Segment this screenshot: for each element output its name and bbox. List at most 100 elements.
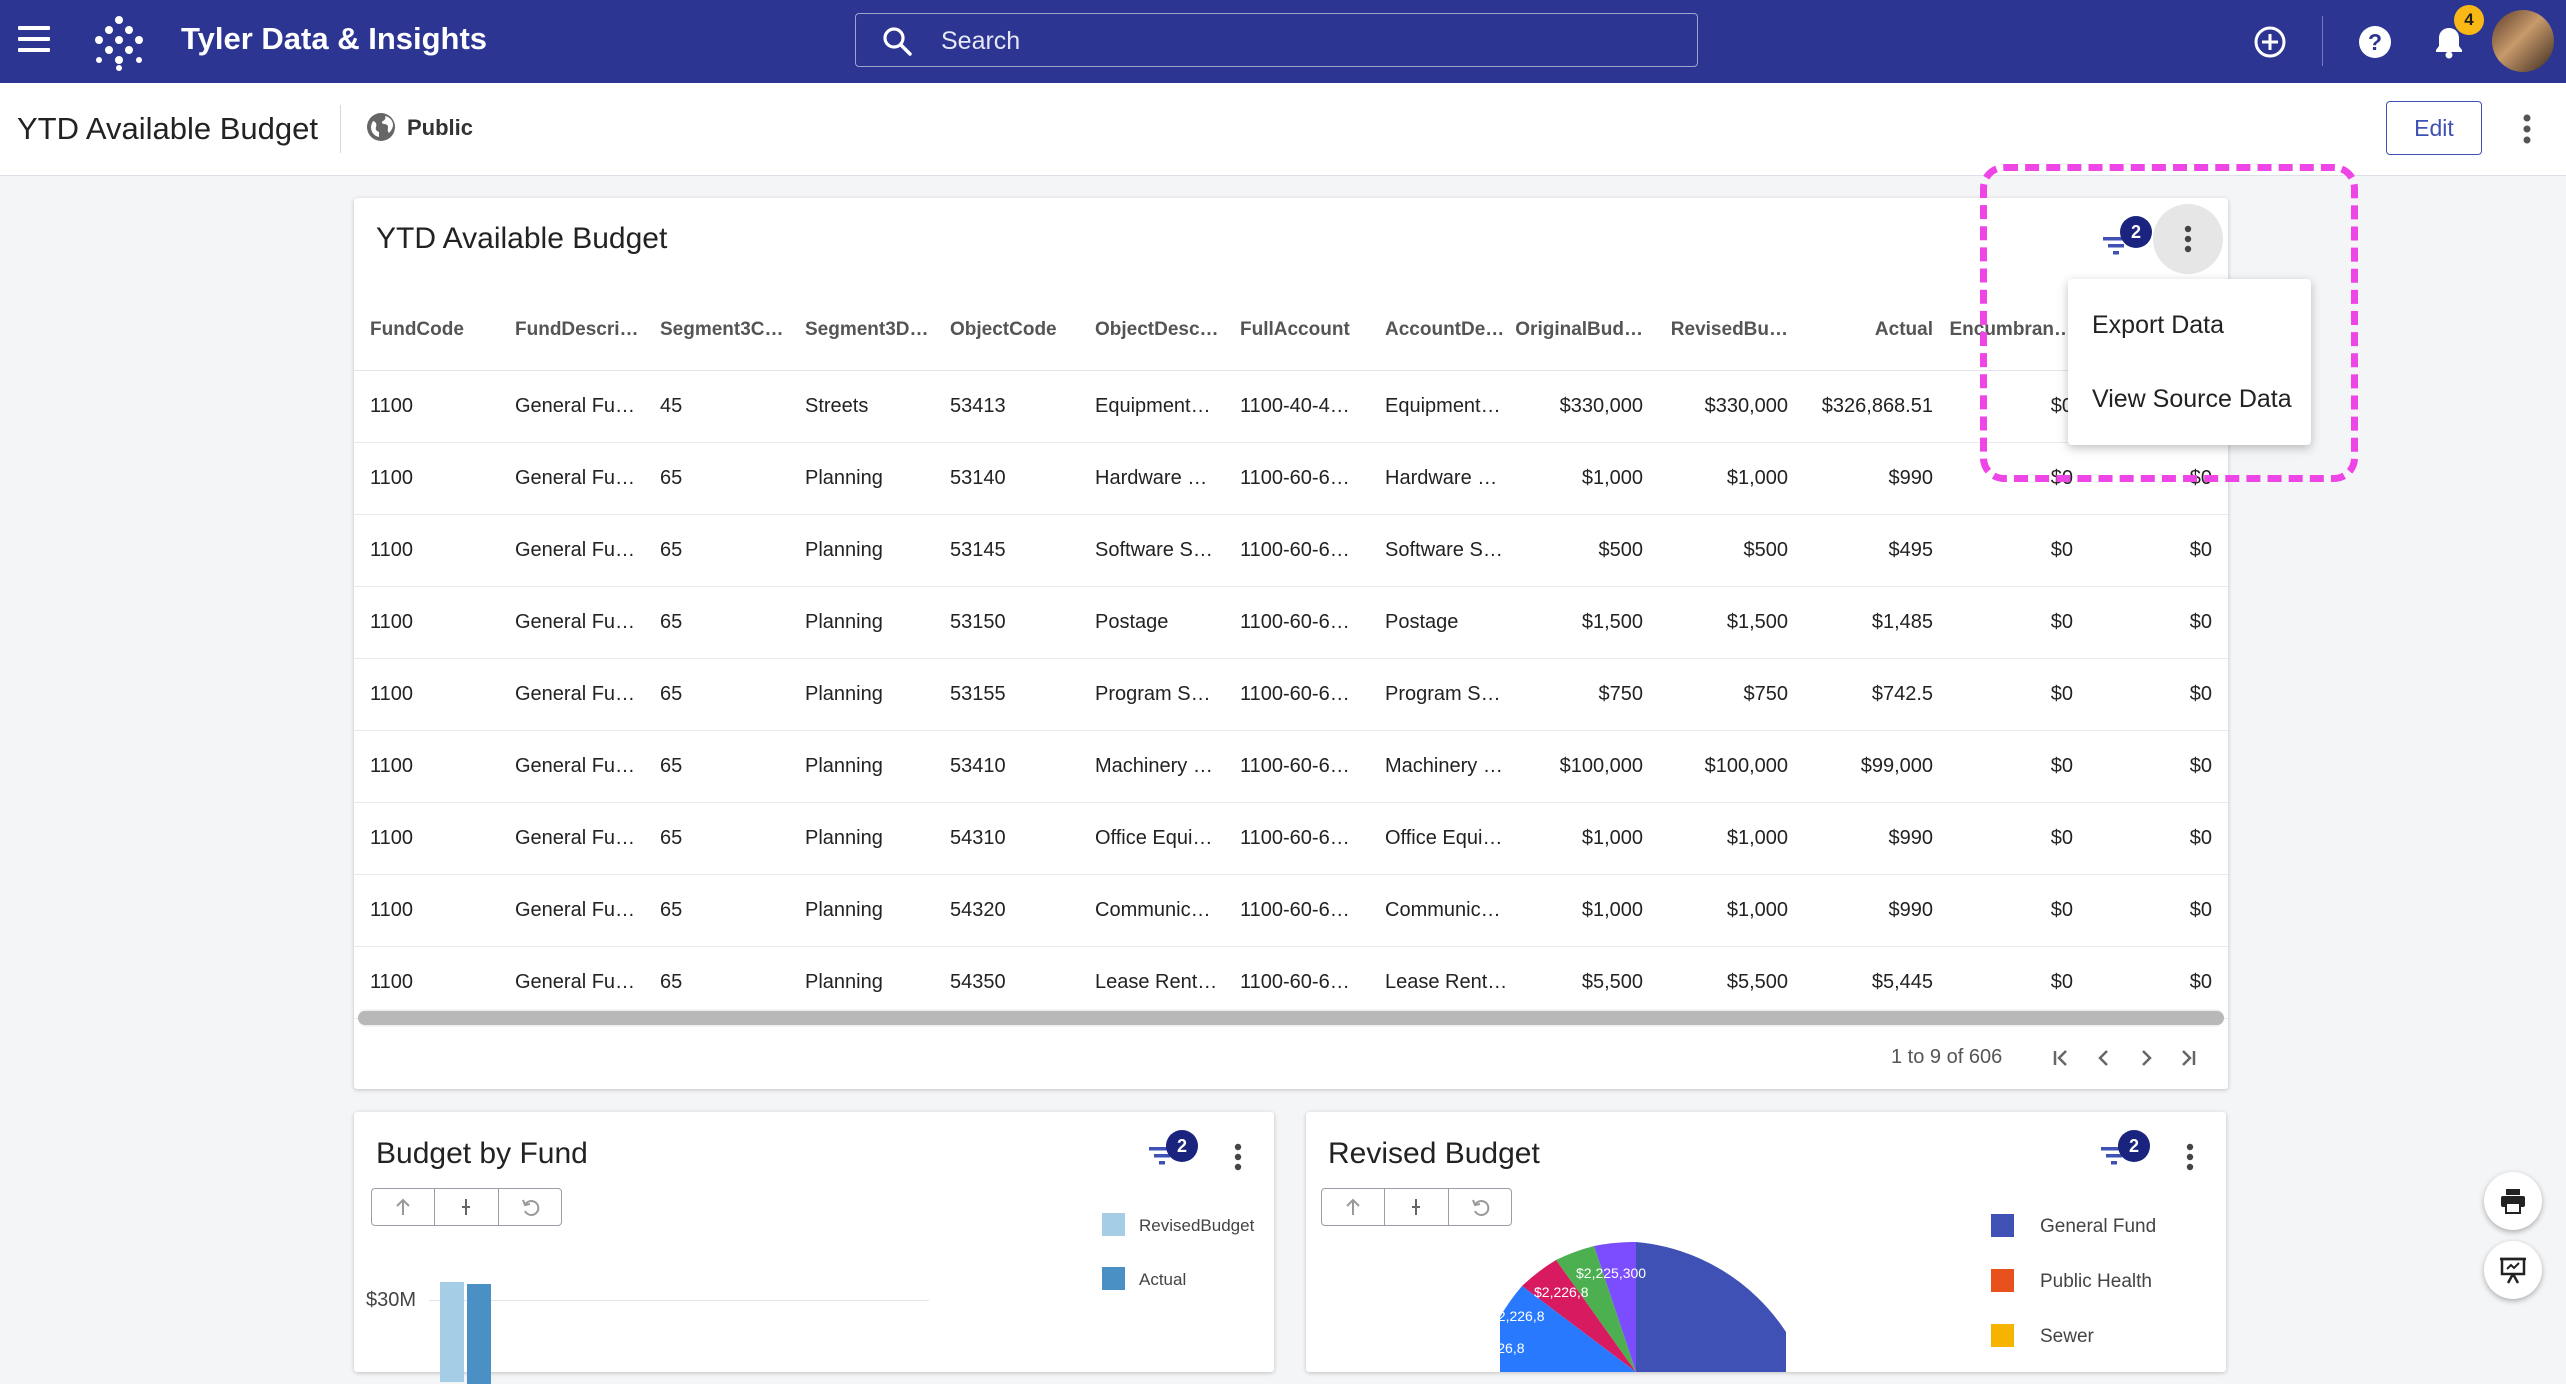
presentation-button[interactable] xyxy=(2484,1241,2542,1299)
table-cell: $1,500 xyxy=(1659,586,1804,659)
previous-page-icon[interactable] xyxy=(2090,1044,2118,1072)
table-cell: 54320 xyxy=(934,874,1079,947)
table-cell: 1100-60-6… xyxy=(1224,946,1369,1019)
pie-slice[interactable] xyxy=(1522,1260,1636,1372)
scrollbar-thumb[interactable] xyxy=(358,1011,2224,1025)
search-box[interactable]: Search xyxy=(855,13,1698,67)
visibility-label: Public xyxy=(407,115,474,140)
column-header[interactable]: RevisedBu… xyxy=(1659,290,1804,371)
undo-icon xyxy=(1471,1199,1490,1216)
table-cell: General Fu… xyxy=(499,802,644,875)
table-row[interactable]: 1100 General Fu… 45 Streets 53413 Equipment… 1… xyxy=(354,370,2228,443)
reset-button[interactable] xyxy=(499,1189,561,1225)
reset-button[interactable] xyxy=(1449,1189,1511,1225)
column-header[interactable]: Segment3D… xyxy=(789,290,934,371)
column-header[interactable]: ObjectDesc… xyxy=(1079,290,1224,371)
table-cell: 65 xyxy=(644,514,789,587)
drill-icon xyxy=(1412,1199,1421,1215)
table-cell: 53413 xyxy=(934,370,1079,443)
table-row[interactable]: 1100 General Fu… 65 Planning 53155 Program S…… xyxy=(354,658,2228,731)
menu-icon[interactable] xyxy=(18,26,50,56)
table-cell: $750 xyxy=(1514,658,1659,731)
table-cell: $0 xyxy=(1949,370,2089,443)
table-cell: $330,000 xyxy=(1514,370,1659,443)
drill-up-button[interactable] xyxy=(372,1189,436,1225)
table-cell: 53150 xyxy=(934,586,1079,659)
pie-slice[interactable] xyxy=(1594,1242,1636,1372)
table-row[interactable]: 1100 General Fu… 65 Planning 54320 Communic… 1… xyxy=(354,874,2228,947)
table-cell: $1,000 xyxy=(1514,874,1659,947)
globe-icon xyxy=(367,113,395,141)
pie-slice[interactable] xyxy=(1500,1286,1636,1372)
help-icon[interactable]: ? xyxy=(2354,21,2396,63)
filter-button[interactable]: 2 xyxy=(2095,1130,2150,1174)
next-page-icon[interactable] xyxy=(2132,1044,2160,1072)
column-header[interactable]: FundCode xyxy=(354,290,499,371)
header-divider xyxy=(340,105,341,153)
table-cell: General Fu… xyxy=(499,514,644,587)
export-data-menu-item[interactable]: Export Data xyxy=(2092,311,2225,339)
filter-button[interactable]: 2 xyxy=(1143,1130,1198,1174)
legend-label: RevisedBudget xyxy=(1139,1216,1255,1235)
column-header[interactable]: Actual xyxy=(1804,290,1949,371)
column-header[interactable]: OriginalBud… xyxy=(1514,290,1659,371)
more-options-icon[interactable] xyxy=(2175,1138,2205,1176)
column-header[interactable]: FundDescri… xyxy=(499,290,644,371)
edit-button[interactable]: Edit xyxy=(2386,101,2482,155)
table-cell: 1100 xyxy=(354,442,499,515)
table-row[interactable]: 1100 General Fu… 65 Planning 53140 Hardware …… xyxy=(354,442,2228,515)
drill-down-button[interactable] xyxy=(435,1189,499,1225)
bell-icon[interactable] xyxy=(2428,21,2470,63)
view-source-data-menu-item[interactable]: View Source Data xyxy=(2092,385,2292,413)
drill-up-button[interactable] xyxy=(1322,1189,1386,1225)
horizontal-scrollbar[interactable] xyxy=(358,1009,2224,1027)
pie-slice-general-fund[interactable] xyxy=(1636,1242,1786,1372)
table-row[interactable]: 1100 General Fu… 65 Planning 53145 Software S… xyxy=(354,514,2228,587)
arrow-up-icon xyxy=(396,1198,410,1215)
notification-badge: 4 xyxy=(2454,5,2484,35)
column-header[interactable]: AccountDe… xyxy=(1369,290,1514,371)
table-cell: General Fu… xyxy=(499,658,644,731)
table-cell: $0 xyxy=(1949,586,2089,659)
table-cell: General Fu… xyxy=(499,874,644,947)
table-header-row: FundCode FundDescri… Segment3C… Segment3… xyxy=(354,290,2228,371)
toolbar-divider xyxy=(2322,16,2323,66)
table-row[interactable]: 1100 General Fu… 65 Planning 53150 Postage 110… xyxy=(354,586,2228,659)
logo-icon[interactable] xyxy=(90,14,148,72)
table-cell: 65 xyxy=(644,802,789,875)
drill-down-button[interactable] xyxy=(1385,1189,1449,1225)
table-row[interactable]: 1100 General Fu… 65 Planning 54350 Lease Rent… xyxy=(354,946,2228,1019)
table-cell: $99,000 xyxy=(1804,730,1949,803)
column-header[interactable]: FullAccount xyxy=(1224,290,1369,371)
bar-revised[interactable] xyxy=(440,1282,464,1382)
chart-toolbar xyxy=(371,1188,562,1226)
column-header[interactable]: ObjectCode xyxy=(934,290,1079,371)
add-circle-icon[interactable] xyxy=(2249,21,2291,63)
table-cell: Office Equi… xyxy=(1079,802,1224,875)
card-title: Budget by Fund xyxy=(376,1137,588,1170)
last-page-icon[interactable] xyxy=(2174,1044,2202,1072)
first-page-icon[interactable] xyxy=(2047,1044,2075,1072)
table-cell: $1,000 xyxy=(1659,874,1804,947)
bar-actual[interactable] xyxy=(467,1284,491,1384)
avatar[interactable] xyxy=(2492,10,2554,72)
column-header[interactable]: Encumbran… xyxy=(1949,290,2089,371)
table-cell: 1100-60-6… xyxy=(1224,442,1369,515)
table-row[interactable]: 1100 General Fu… 65 Planning 54310 Office Equ… xyxy=(354,802,2228,875)
column-header[interactable]: Segment3C… xyxy=(644,290,789,371)
card-more-options-button[interactable] xyxy=(2153,204,2223,274)
more-options-icon[interactable] xyxy=(2512,110,2542,148)
table-cell: $0 xyxy=(1949,514,2089,587)
more-options-icon[interactable] xyxy=(1223,1138,1253,1176)
table-row[interactable]: 1100 General Fu… 65 Planning 53410 Machinery … xyxy=(354,730,2228,803)
table-cell: 65 xyxy=(644,874,789,947)
legend-swatch-public-health xyxy=(1991,1269,2014,1292)
pie-slice[interactable] xyxy=(1556,1246,1636,1372)
filter-button[interactable]: 2 xyxy=(2097,216,2152,264)
app-title[interactable]: Tyler Data & Insights xyxy=(181,21,488,56)
table-cell: $500 xyxy=(1514,514,1659,587)
legend-label: General Fund xyxy=(2040,1216,2157,1237)
table-cell: $495 xyxy=(1804,514,1949,587)
print-button[interactable] xyxy=(2484,1172,2542,1230)
search-input[interactable]: Search xyxy=(941,27,1021,55)
